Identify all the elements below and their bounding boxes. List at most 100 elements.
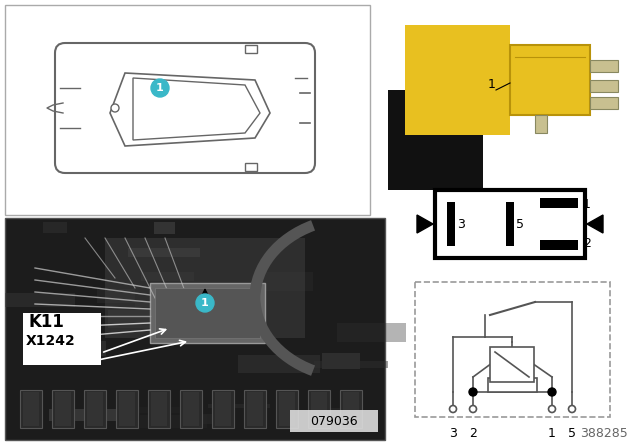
Bar bbox=[49, 409, 133, 421]
Bar bbox=[308, 390, 330, 428]
Bar bbox=[43, 222, 67, 233]
Bar bbox=[150, 283, 265, 343]
Bar bbox=[506, 202, 514, 246]
Bar bbox=[84, 390, 106, 428]
Bar bbox=[535, 115, 547, 133]
Bar bbox=[245, 163, 257, 171]
Text: 5: 5 bbox=[568, 427, 576, 440]
Polygon shape bbox=[110, 73, 270, 146]
Bar bbox=[119, 392, 135, 426]
Bar bbox=[180, 390, 202, 428]
Text: 3: 3 bbox=[449, 427, 457, 440]
Bar bbox=[55, 392, 71, 426]
Bar bbox=[488, 378, 537, 392]
Text: 1: 1 bbox=[548, 427, 556, 440]
Bar bbox=[47, 354, 101, 364]
Bar bbox=[244, 390, 266, 428]
Bar bbox=[72, 341, 106, 356]
Bar bbox=[208, 404, 270, 408]
Bar bbox=[141, 272, 194, 281]
Bar bbox=[255, 272, 313, 291]
Bar bbox=[247, 392, 263, 426]
Bar bbox=[325, 408, 352, 418]
Text: 5: 5 bbox=[516, 217, 524, 231]
Bar bbox=[155, 288, 260, 338]
Bar bbox=[212, 390, 234, 428]
Bar bbox=[314, 361, 388, 368]
Bar bbox=[238, 355, 320, 373]
Bar bbox=[183, 392, 199, 426]
Text: 1: 1 bbox=[583, 198, 591, 211]
Bar bbox=[97, 289, 135, 303]
Bar bbox=[540, 198, 578, 208]
Bar bbox=[5, 293, 75, 307]
Bar bbox=[135, 301, 200, 307]
Circle shape bbox=[196, 294, 214, 312]
Bar bbox=[163, 325, 234, 332]
Text: 1: 1 bbox=[156, 83, 164, 93]
Text: 079036: 079036 bbox=[310, 414, 358, 427]
Text: 1: 1 bbox=[488, 78, 496, 91]
Bar bbox=[87, 392, 103, 426]
Bar bbox=[154, 222, 175, 234]
Bar bbox=[344, 394, 360, 398]
Circle shape bbox=[548, 405, 556, 413]
Bar bbox=[20, 390, 42, 428]
Bar bbox=[405, 25, 510, 135]
Polygon shape bbox=[133, 78, 260, 140]
Circle shape bbox=[470, 405, 477, 413]
Bar bbox=[279, 392, 295, 426]
Bar bbox=[140, 415, 207, 428]
Bar bbox=[108, 310, 180, 328]
Bar bbox=[290, 410, 378, 432]
Circle shape bbox=[111, 104, 119, 112]
Text: K11: K11 bbox=[28, 313, 64, 331]
Bar bbox=[322, 353, 360, 369]
Bar bbox=[337, 323, 406, 342]
Bar bbox=[343, 392, 359, 426]
Text: 3: 3 bbox=[457, 217, 465, 231]
Circle shape bbox=[469, 388, 477, 396]
Circle shape bbox=[449, 405, 456, 413]
Bar bbox=[215, 392, 231, 426]
Bar bbox=[44, 349, 88, 365]
Bar bbox=[128, 248, 200, 257]
Bar bbox=[111, 328, 143, 337]
Bar bbox=[340, 390, 362, 428]
Bar bbox=[415, 282, 610, 417]
Bar bbox=[5, 5, 370, 215]
Bar bbox=[5, 218, 385, 440]
Bar bbox=[447, 202, 455, 246]
Bar bbox=[276, 390, 298, 428]
Polygon shape bbox=[417, 215, 433, 233]
Bar bbox=[148, 390, 170, 428]
Text: 2: 2 bbox=[469, 427, 477, 440]
Bar bbox=[52, 390, 74, 428]
Text: 388285: 388285 bbox=[580, 427, 628, 440]
Circle shape bbox=[151, 79, 169, 97]
Bar bbox=[490, 347, 534, 382]
Bar bbox=[105, 238, 305, 338]
Bar bbox=[116, 390, 138, 428]
Bar bbox=[245, 45, 257, 53]
Bar bbox=[510, 45, 590, 115]
Bar bbox=[435, 190, 585, 258]
Bar bbox=[180, 414, 220, 424]
Bar bbox=[23, 313, 101, 365]
Text: X1242: X1242 bbox=[26, 334, 76, 348]
Text: 2: 2 bbox=[583, 237, 591, 250]
Circle shape bbox=[568, 405, 575, 413]
Bar bbox=[151, 392, 167, 426]
Bar bbox=[590, 97, 618, 109]
Bar bbox=[388, 90, 483, 190]
Bar bbox=[117, 407, 196, 413]
Bar bbox=[311, 392, 327, 426]
Text: 1: 1 bbox=[201, 298, 209, 308]
Bar bbox=[540, 240, 578, 250]
FancyBboxPatch shape bbox=[55, 43, 315, 173]
Polygon shape bbox=[587, 215, 603, 233]
Circle shape bbox=[548, 388, 556, 396]
Bar bbox=[590, 60, 618, 72]
Bar bbox=[590, 80, 618, 92]
Bar bbox=[23, 392, 39, 426]
